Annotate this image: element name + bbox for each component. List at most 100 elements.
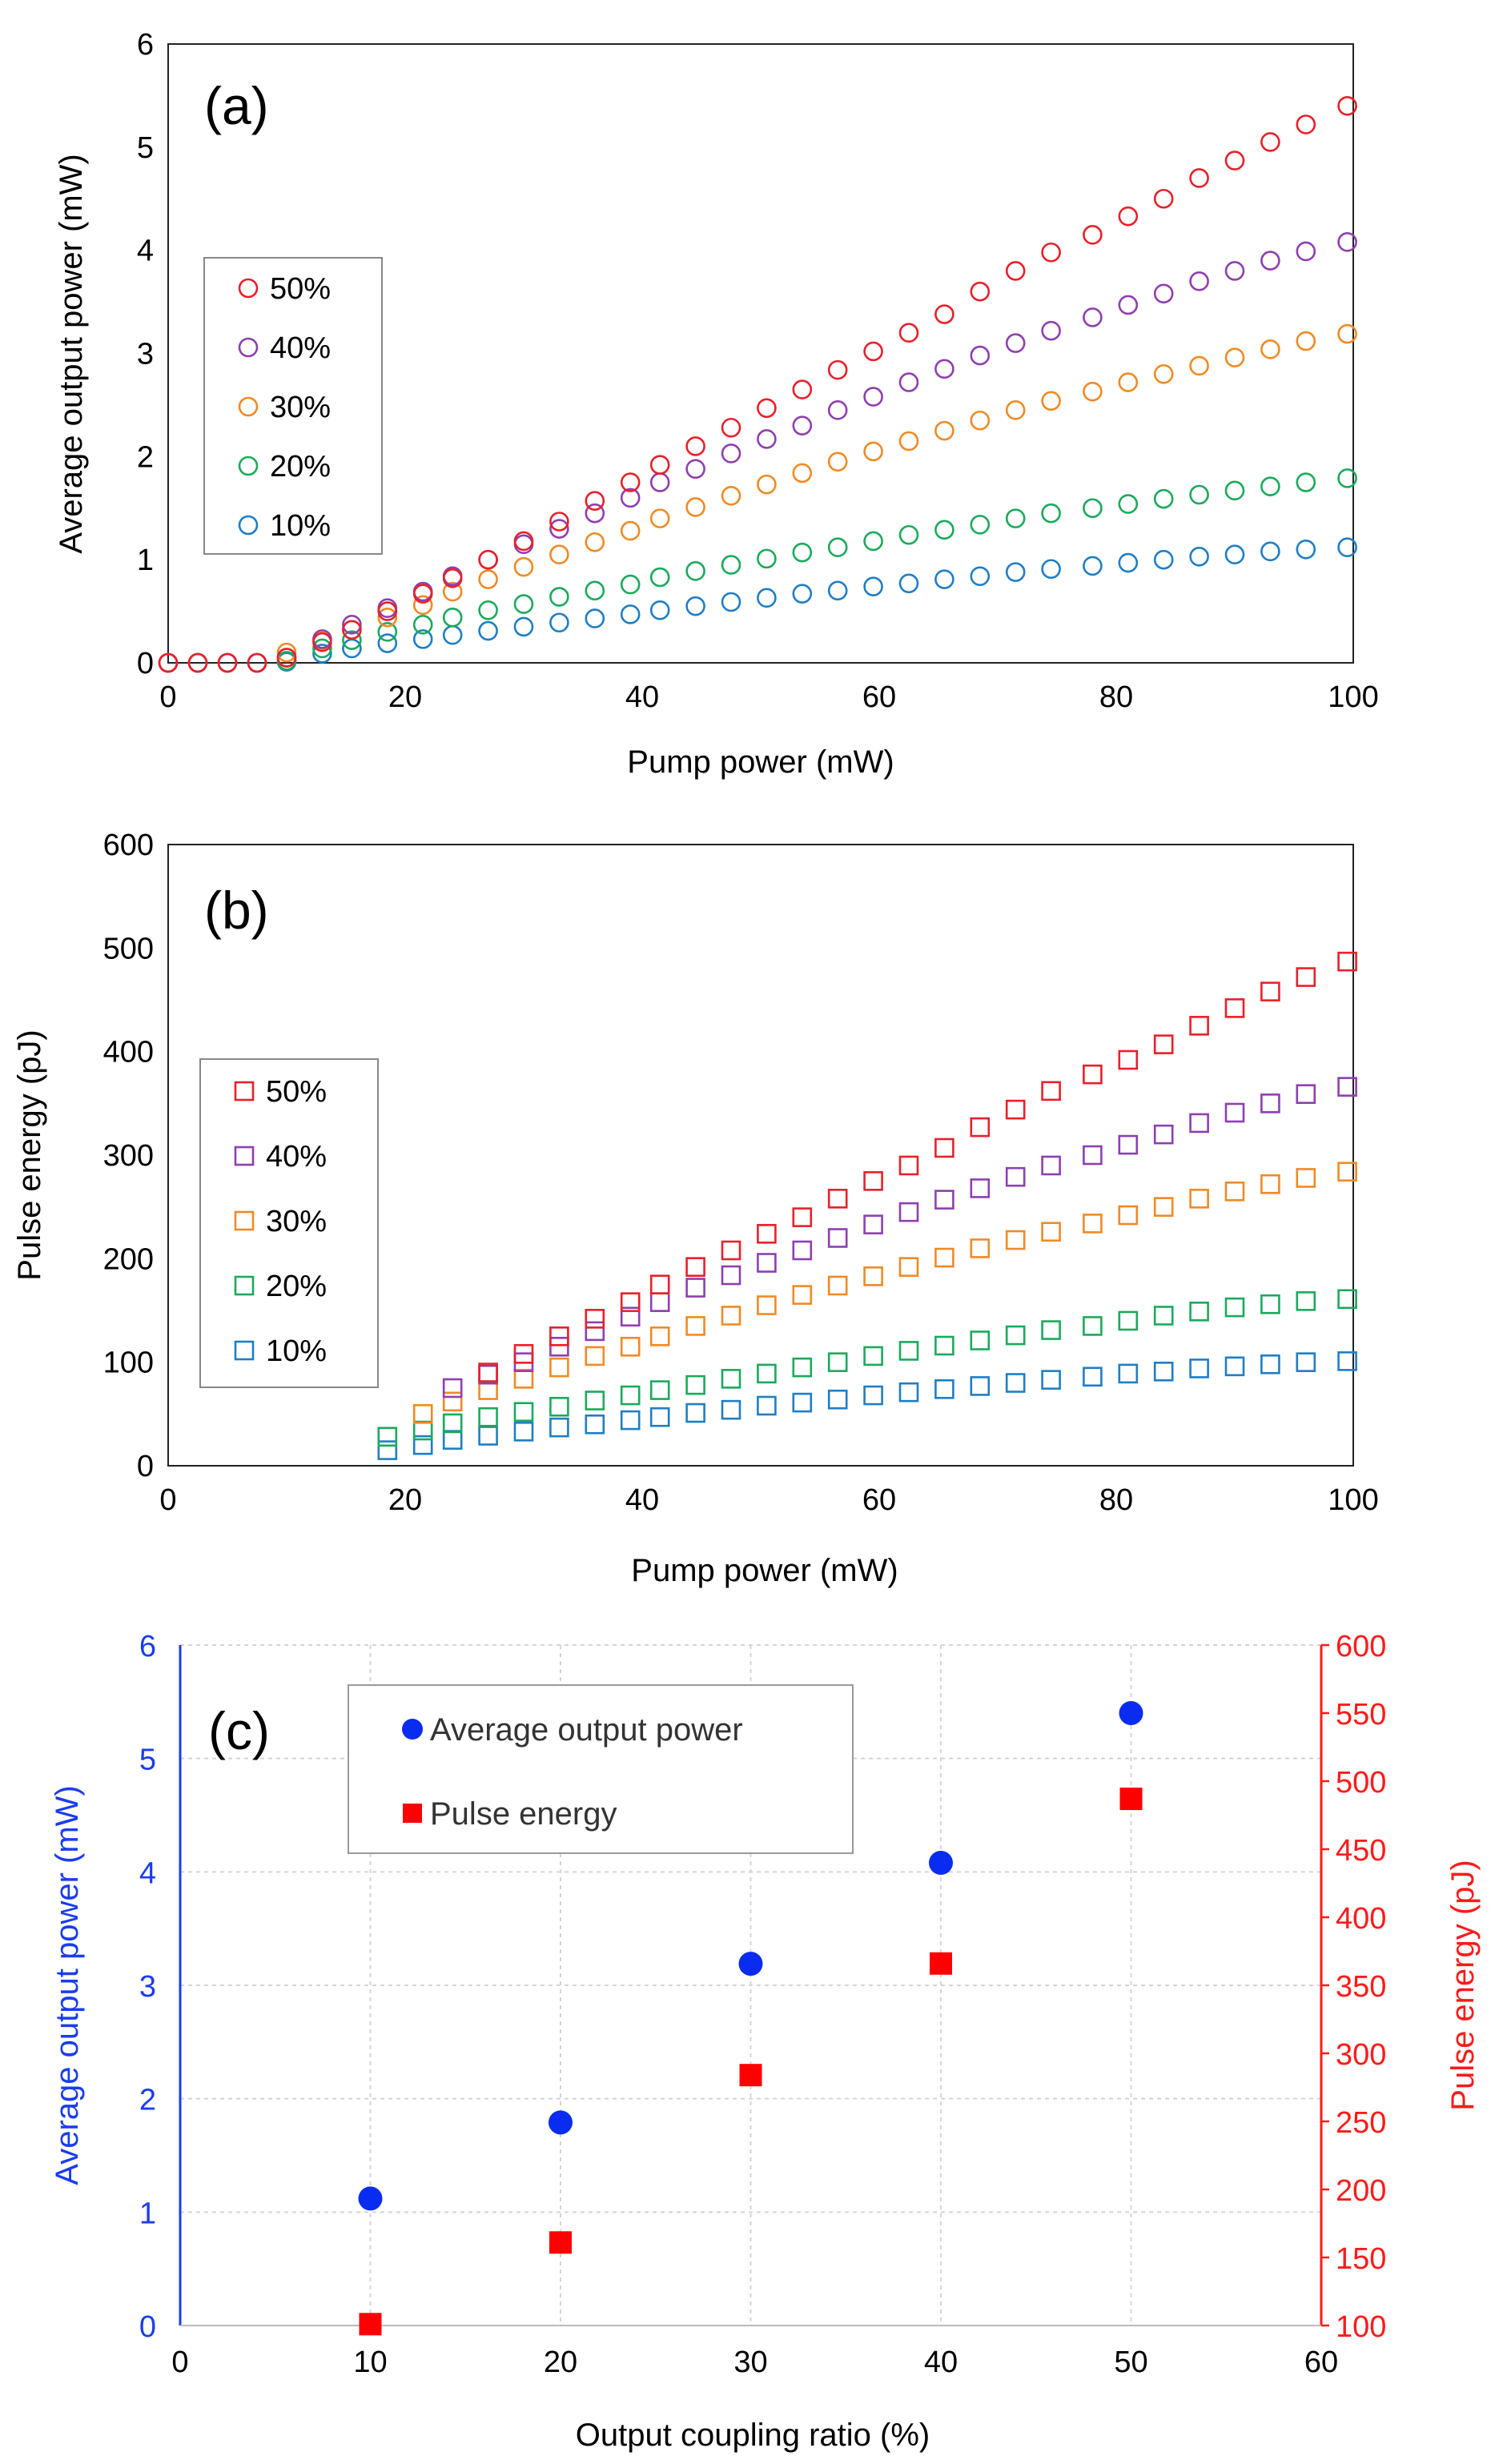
panel-a-point-10pct <box>934 569 954 589</box>
panel-b-point-10pct <box>792 1392 813 1413</box>
panel-a-x-tick-label: 80 <box>1099 680 1133 714</box>
panel-c-point-average-output-power <box>738 1952 763 1976</box>
panel-a-point-20pct <box>1189 484 1209 505</box>
panel-b-point-50pct <box>1296 967 1316 987</box>
panel-b-point-50pct <box>934 1138 954 1158</box>
panel-b-point-50pct <box>1224 998 1245 1018</box>
panel-b-x-tick-label: 100 <box>1328 1483 1378 1517</box>
panel-c-point-pulse-energy <box>1119 1788 1143 1811</box>
panel-a-point-50pct <box>620 472 641 492</box>
panel-a-y-axis-label: Average output power (mW) <box>54 154 89 553</box>
panel-b-point-40pct <box>1083 1145 1103 1166</box>
panel-b-legend-label-40pct: 40% <box>266 1140 327 1174</box>
panel-a-point-50pct <box>1224 150 1245 171</box>
panel-a-x-axis-label: Pump power (mW) <box>627 744 894 780</box>
panel-b-point-30pct <box>1153 1197 1174 1217</box>
panel-b-point-10pct <box>649 1407 670 1427</box>
panel-a-point-30pct <box>1296 331 1316 351</box>
panel-b-point-10pct <box>970 1376 991 1396</box>
panel-a-point-50pct <box>1005 261 1026 281</box>
panel-c-right-y-tick-label: 600 <box>1336 1630 1386 1663</box>
panel-b-y-ticks: 0 100 200 300 400 500 600 <box>103 829 154 1483</box>
panel-c-point-pulse-energy <box>549 2231 572 2254</box>
panel-b-point-50pct <box>1260 981 1280 1001</box>
panel-a-point-10pct <box>792 584 813 604</box>
panel-a-point-30pct <box>1118 372 1139 392</box>
panel-b-y-tick-label: 200 <box>103 1242 154 1276</box>
panel-b-point-50pct <box>1083 1064 1103 1085</box>
panel-b-point-10pct <box>1337 1351 1357 1371</box>
panel-b-point-50pct <box>1153 1034 1174 1054</box>
panel-a-point-20pct <box>1224 480 1245 501</box>
panel-b-point-40pct <box>1337 1077 1357 1097</box>
panel-a-point-40pct <box>549 519 569 539</box>
panel-c-x-axis-label: Output coupling ratio (%) <box>576 2418 930 2453</box>
panel-a-point-50pct <box>247 652 267 673</box>
panel-a-y-tick-label: 1 <box>137 544 154 577</box>
panel-a-point-30pct <box>1041 391 1061 411</box>
panel-b-point-40pct <box>1153 1124 1174 1145</box>
panel-a-point-50pct <box>827 359 848 380</box>
panel-b-point-40pct <box>1260 1094 1280 1114</box>
panel-b-point-20pct <box>1189 1301 1209 1322</box>
panel-c-left-y-tick-label: 0 <box>139 2310 156 2344</box>
panel-b-point-30pct <box>1118 1205 1139 1226</box>
panel-a-point-10pct <box>1224 544 1245 565</box>
panel-a-point-50pct <box>1260 132 1280 152</box>
panel-b-legend-label-30pct: 30% <box>266 1205 327 1238</box>
panel-c-right-y-tick-label: 550 <box>1336 1698 1386 1732</box>
panel-a-point-30pct <box>863 441 883 462</box>
panel-b-y-tick-label: 600 <box>103 829 154 862</box>
panel-b-point-30pct <box>1224 1181 1245 1202</box>
panel-b-point-10pct <box>585 1414 605 1435</box>
panel-b-point-10pct <box>721 1399 741 1420</box>
panel-a-point-40pct <box>1224 261 1245 281</box>
panel-b-point-50pct <box>827 1189 848 1209</box>
panel-a-point-20pct <box>1083 498 1103 519</box>
panel-b-point-10pct <box>1224 1356 1245 1377</box>
panel-a-point-40pct <box>649 472 670 492</box>
panel-b-point-10pct <box>827 1389 848 1410</box>
panel-b-point-40pct <box>970 1178 991 1198</box>
panel-a-point-10pct <box>1083 556 1103 576</box>
panel-a-point-20pct <box>898 524 919 545</box>
panel-a-point-40pct <box>757 429 777 449</box>
panel-a-point-30pct <box>1083 381 1103 402</box>
panel-a-x-tick-label: 60 <box>862 680 896 714</box>
panel-c-legend-label-power: Average output power <box>430 1712 743 1748</box>
panel-b-label: (b) <box>204 881 269 940</box>
panel-b-point-30pct <box>1296 1168 1316 1188</box>
panel-a-point-30pct <box>721 485 741 506</box>
panel-a-point-40pct <box>863 387 883 407</box>
panel-b-point-30pct <box>792 1285 813 1305</box>
panel-b-point-40pct <box>549 1336 569 1357</box>
panel-a-point-30pct <box>792 463 813 484</box>
panel-a-point-20pct <box>1118 494 1139 514</box>
panel-b-point-10pct <box>549 1417 569 1438</box>
panel-c-x-ticks: 0 10 20 30 40 50 60 <box>171 2346 1338 2379</box>
panel-a-point-10pct <box>863 576 883 596</box>
panel-b-point-50pct <box>970 1117 991 1138</box>
panel-a-point-50pct <box>757 398 777 419</box>
panel-a-point-30pct <box>620 520 641 541</box>
panel-b-legend-marker-10pct <box>234 1340 255 1361</box>
panel-b-point-20pct <box>412 1420 433 1441</box>
panel-b-legend-label-20pct: 20% <box>266 1270 327 1303</box>
panel-a-point-40pct <box>685 459 705 480</box>
panel-a-point-50pct <box>685 436 705 456</box>
panel-b-legend-label-50pct: 50% <box>266 1075 327 1109</box>
panel-b-point-30pct <box>934 1247 954 1268</box>
panel-b-y-tick-label: 400 <box>103 1036 154 1069</box>
panel-b-legend-marker-30pct <box>234 1210 255 1231</box>
panel-a-legend-marker-10pct <box>238 515 259 536</box>
panel-b-point-20pct <box>1224 1297 1245 1318</box>
panel-a-point-30pct <box>412 595 433 616</box>
panel-a-point-50pct <box>217 652 238 673</box>
panel-b-point-50pct <box>1005 1099 1026 1120</box>
panel-a-point-40pct <box>1260 251 1280 271</box>
panel-a-point-40pct <box>898 372 919 392</box>
panel-c-x-tick-label: 10 <box>353 2346 387 2379</box>
panel-a-point-40pct <box>721 443 741 464</box>
panel-b-point-50pct <box>1337 951 1357 972</box>
panel-a-point-10pct <box>827 580 848 601</box>
